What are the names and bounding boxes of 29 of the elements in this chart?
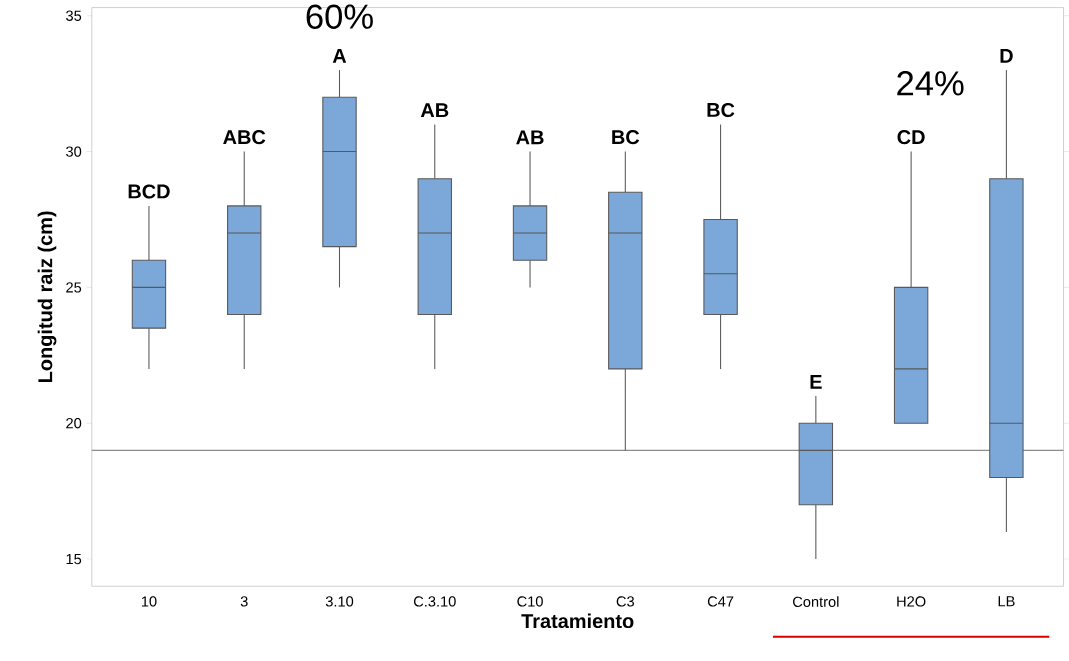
annotation: CD <box>897 130 925 145</box>
annotation: BC <box>612 130 640 145</box>
x-tick-label: 3 <box>240 596 248 607</box>
x-tick-label: 3.10 <box>325 596 354 607</box>
x-tick-label: H2O <box>897 596 926 607</box>
annotation: E <box>810 374 822 389</box>
x-tick-label: C10 <box>517 596 543 607</box>
y-tick-label: 30 <box>66 146 82 157</box>
annotation: D <box>1000 48 1013 63</box>
annotation: BC <box>707 102 735 117</box>
annotation: BCD <box>128 184 170 199</box>
y-tick-label: 20 <box>66 418 82 429</box>
y-axis-title: Longitud raiz (cm) <box>37 211 57 382</box>
y-tick-label: 15 <box>66 553 82 565</box>
x-tick-label: C3 <box>616 596 635 607</box>
annotation: 60% <box>306 4 373 29</box>
annotation: AB <box>516 130 544 145</box>
x-tick-label: Control <box>793 596 839 607</box>
x-axis-title: Tratamiento <box>521 613 634 629</box>
x-tick-label: C.3.10 <box>413 596 456 607</box>
y-tick-label: 25 <box>66 282 82 293</box>
annotation: A <box>332 48 347 63</box>
annotation: AB <box>420 103 449 117</box>
x-tick-label: LB <box>998 596 1015 607</box>
x-tick-label: 10 <box>141 596 157 607</box>
x-tick-label: C47 <box>707 596 734 607</box>
annotation: 24% <box>897 71 964 96</box>
annotation: ABC <box>223 130 266 145</box>
y-tick-label: 35 <box>66 10 82 21</box>
